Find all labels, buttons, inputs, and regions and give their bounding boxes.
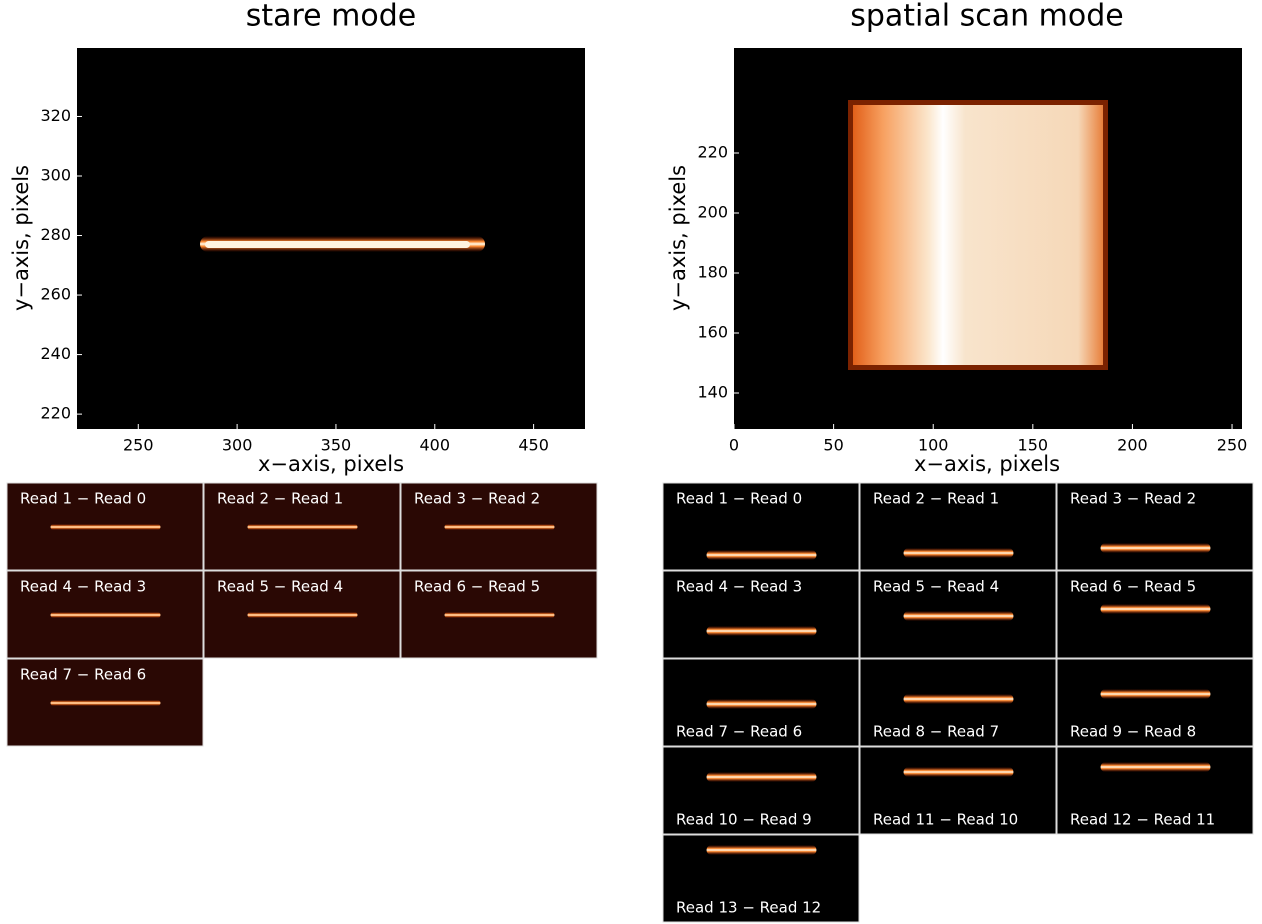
read-label: Read 2 − Read 1: [873, 490, 999, 508]
x-axis-label: x−axis, pixels: [914, 452, 1060, 476]
x-tick-label: 150: [1018, 436, 1049, 455]
x-tick-label: 300: [222, 436, 253, 455]
read-label: Read 2 − Read 1: [217, 490, 343, 508]
thumbnail: [662, 570, 860, 659]
y-tick-label: 160: [697, 323, 728, 342]
y-tick-label: 260: [40, 285, 71, 304]
read-label: Read 6 − Read 5: [414, 578, 540, 596]
read-label: Read 11 − Read 10: [873, 811, 1018, 829]
read-label: Read 9 − Read 8: [1070, 723, 1196, 741]
read-label: Read 4 − Read 3: [676, 578, 802, 596]
read-streak: [1100, 689, 1211, 699]
thumbnail: [859, 746, 1057, 835]
read-label: Read 4 − Read 3: [20, 578, 146, 596]
y-tick-label: 180: [697, 263, 728, 282]
read-streak: [444, 612, 555, 618]
read-streak: [706, 626, 817, 636]
read-streak: [247, 524, 358, 530]
x-tick-label: 200: [1117, 436, 1148, 455]
read-streak: [903, 694, 1014, 704]
thumbnail: [1056, 746, 1254, 835]
read-streak: [706, 772, 817, 782]
y-tick-label: 280: [40, 225, 71, 244]
read-streak: [247, 612, 358, 618]
spectrum: [205, 241, 470, 248]
y-tick-label: 240: [40, 344, 71, 363]
x-tick-label: 0: [729, 436, 739, 455]
y-tick-label: 320: [40, 106, 71, 125]
x-tick-label: 250: [1217, 436, 1248, 455]
thumbnail: [662, 746, 860, 835]
read-streak: [706, 845, 817, 855]
read-streak: [50, 524, 161, 530]
read-label: Read 8 − Read 7: [873, 723, 999, 741]
y-tick-label: 300: [40, 165, 71, 184]
read-label: Read 5 − Read 4: [217, 578, 343, 596]
read-streak: [903, 767, 1014, 777]
read-streak: [50, 612, 161, 618]
thumbnail: [1056, 658, 1254, 747]
read-streak: [50, 700, 161, 706]
panel-title: spatial scan mode: [850, 0, 1124, 34]
panel-title: stare mode: [246, 0, 417, 34]
read-streak: [706, 550, 817, 560]
x-tick-label: 450: [518, 436, 549, 455]
y-tick-label: 200: [697, 203, 728, 222]
read-label: Read 6 − Read 5: [1070, 578, 1196, 596]
read-label: Read 3 − Read 2: [414, 490, 540, 508]
x-tick-label: 100: [918, 436, 949, 455]
x-tick-label: 400: [420, 436, 451, 455]
read-label: Read 1 − Read 0: [676, 490, 802, 508]
x-tick-label: 250: [123, 436, 154, 455]
y-tick-label: 140: [697, 383, 728, 402]
x-tick-label: 350: [321, 436, 352, 455]
read-label: Read 1 − Read 0: [20, 490, 146, 508]
thumbnail: [1056, 570, 1254, 659]
read-streak: [903, 611, 1014, 621]
x-tick-label: 50: [823, 436, 843, 455]
y-axis-label: y−axis, pixels: [9, 165, 33, 311]
read-label: Read 13 − Read 12: [676, 899, 821, 917]
x-axis-label: x−axis, pixels: [258, 452, 404, 476]
y-tick-label: 220: [40, 404, 71, 423]
read-label: Read 12 − Read 11: [1070, 811, 1215, 829]
read-label: Read 10 − Read 9: [676, 811, 812, 829]
read-streak: [903, 548, 1014, 558]
y-axis-label: y−axis, pixels: [666, 165, 690, 311]
thumbnail: [1056, 482, 1254, 571]
read-streak: [1100, 762, 1211, 772]
read-label: Read 5 − Read 4: [873, 578, 999, 596]
read-streak: [444, 524, 555, 530]
read-label: Read 7 − Read 6: [676, 723, 802, 741]
read-label: Read 3 − Read 2: [1070, 490, 1196, 508]
read-streak: [706, 699, 817, 709]
scan-region: [853, 105, 1103, 365]
read-label: Read 7 − Read 6: [20, 666, 146, 684]
read-streak: [1100, 604, 1211, 614]
read-streak: [1100, 543, 1211, 553]
y-tick-label: 220: [697, 143, 728, 162]
